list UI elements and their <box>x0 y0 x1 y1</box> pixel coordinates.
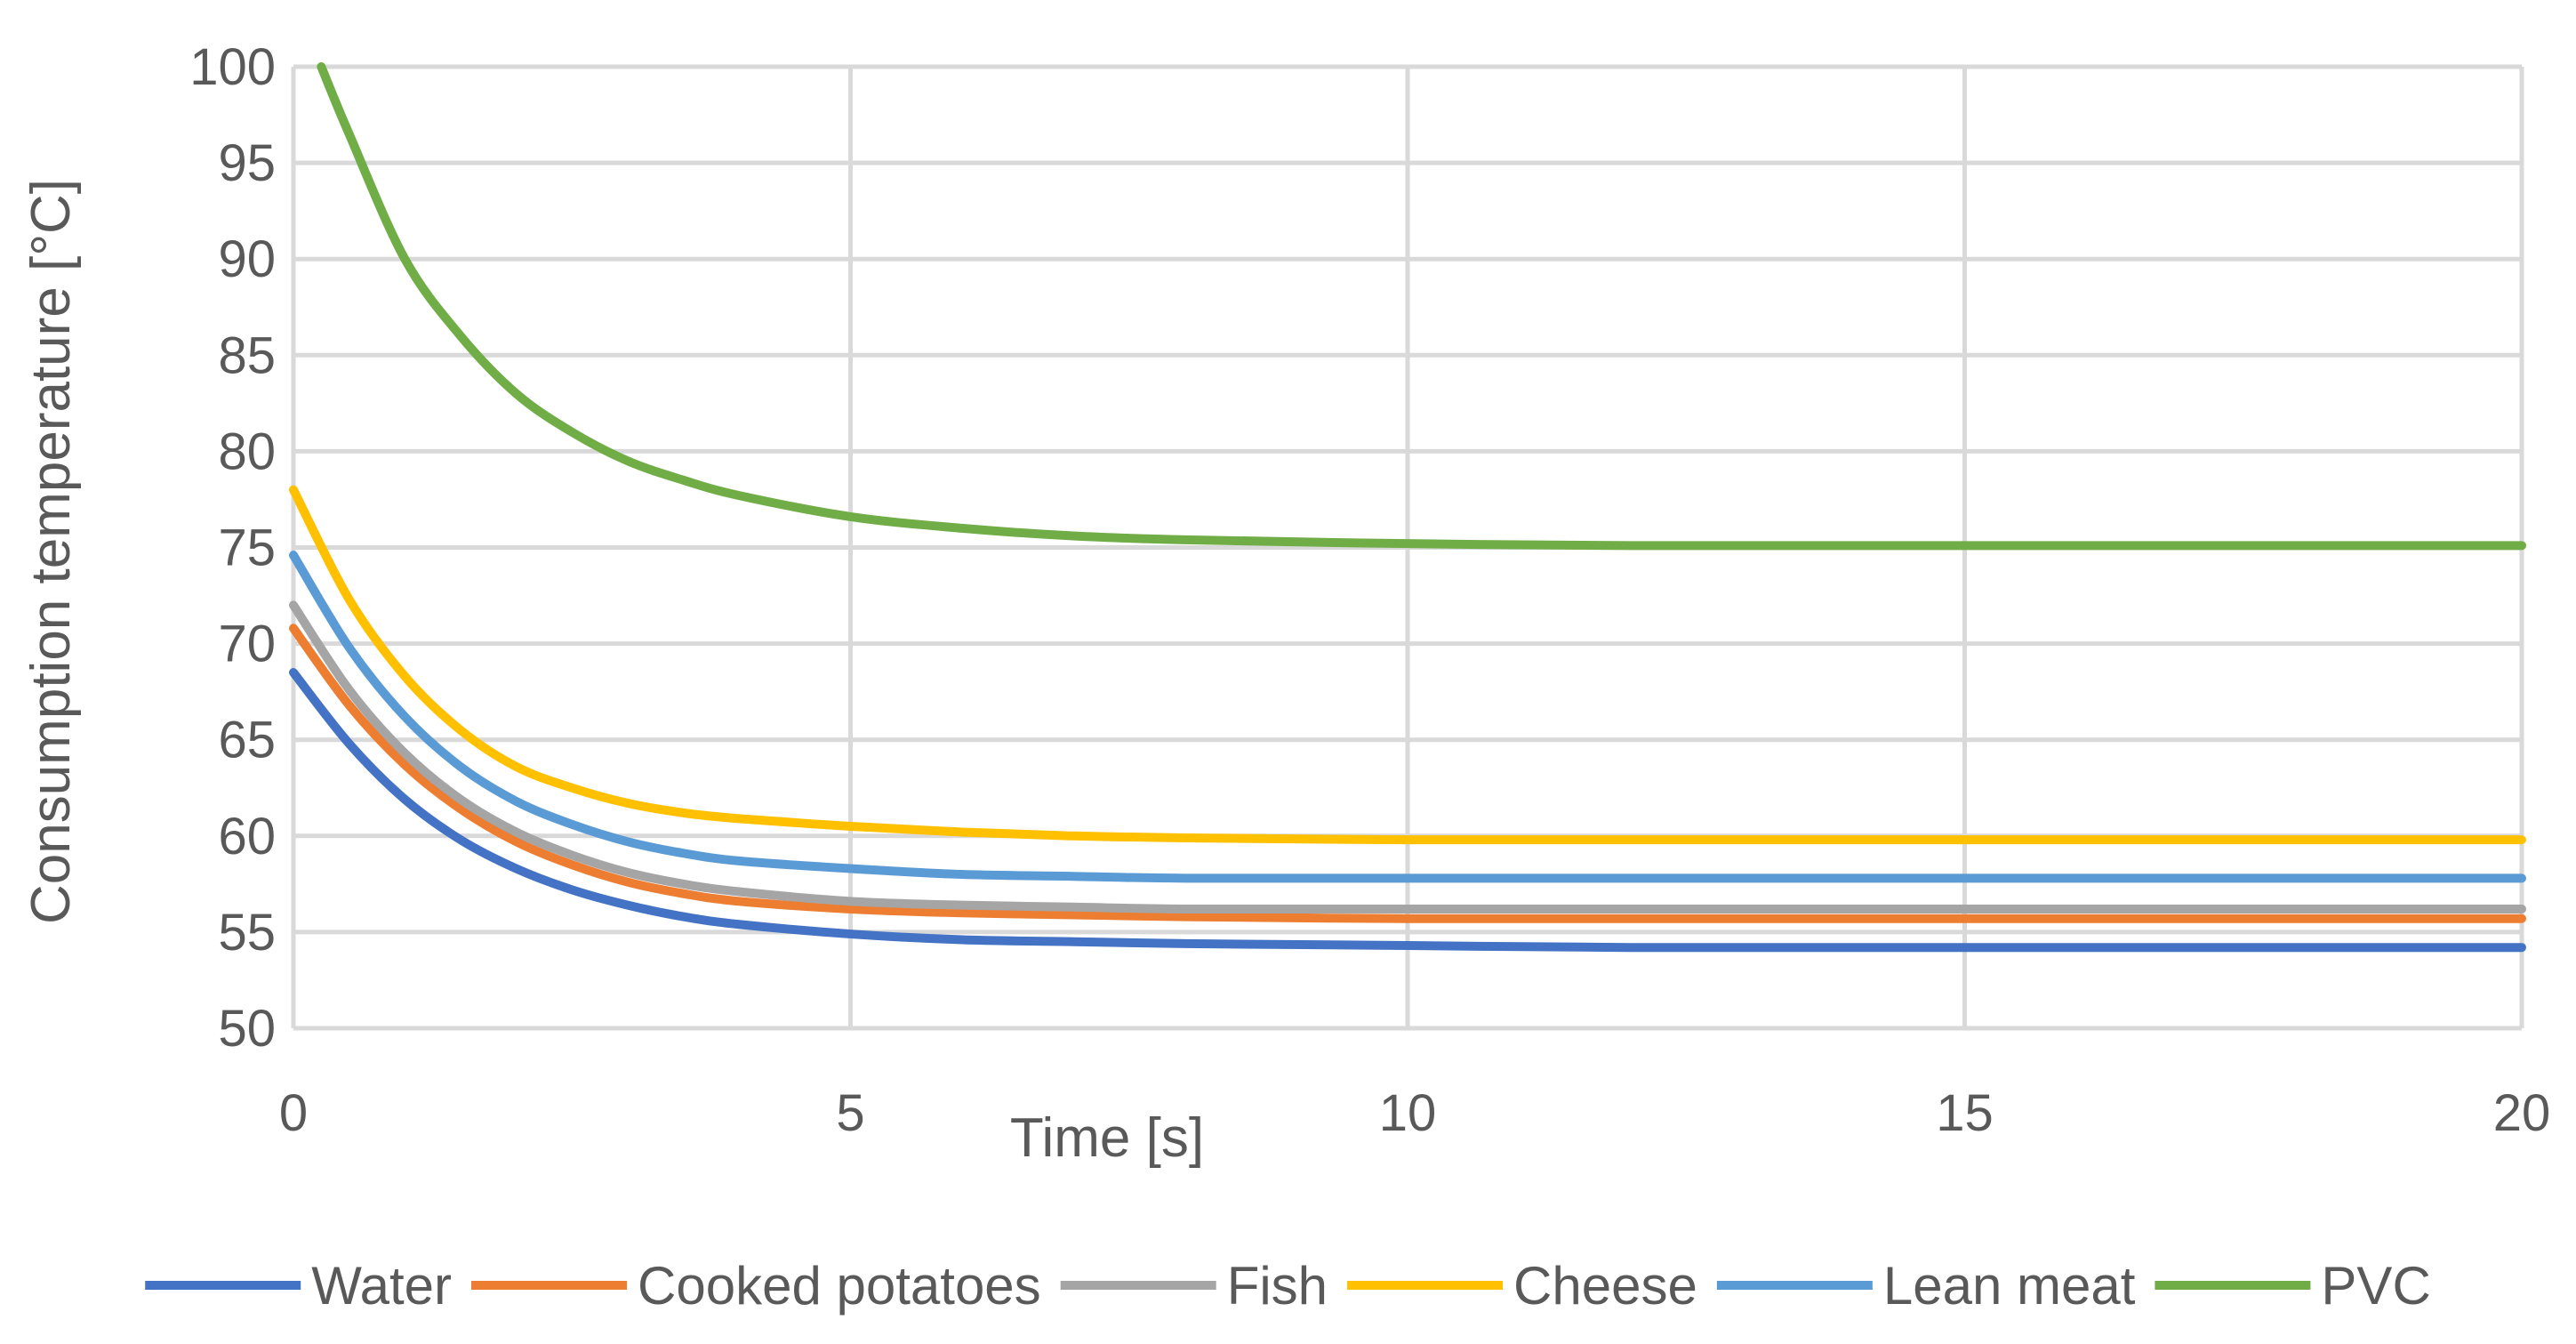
legend-label: Cooked potatoes <box>638 1256 1041 1316</box>
series-line-lean-meat <box>289 551 2526 883</box>
x-tick-label: 20 <box>2493 1084 2551 1142</box>
series-line-pvc <box>317 62 2526 551</box>
series-lines <box>289 62 2526 953</box>
series-line-cooked-potatoes <box>289 624 2526 923</box>
legend-item-cooked-potatoes: Cooked potatoes <box>471 1256 1041 1316</box>
y-tick-label: 55 <box>218 904 276 962</box>
axes <box>291 67 2522 1031</box>
legend-label: Fish <box>1227 1256 1328 1316</box>
x-tick-label: 15 <box>1936 1084 1994 1142</box>
y-tick-label: 70 <box>218 616 276 673</box>
y-tick-label: 100 <box>189 38 276 96</box>
legend-item-pvc: PVC <box>2155 1256 2431 1316</box>
y-tick-label: 65 <box>218 712 276 769</box>
y-tick-label: 60 <box>218 808 276 865</box>
legend-item-fish: Fish <box>1060 1256 1328 1316</box>
legend-label: PVC <box>2321 1256 2430 1316</box>
x-tick-label: 0 <box>279 1084 308 1142</box>
legend-label: Lean meat <box>1883 1256 2136 1316</box>
legend-label: Cheese <box>1513 1256 1697 1316</box>
y-tick-label: 90 <box>218 230 276 288</box>
y-tick-label: 75 <box>218 519 276 577</box>
legend-item-cheese: Cheese <box>1347 1256 1697 1316</box>
tick-labels: 50 55 60 65 70 75 80 85 90 95 100 0 5 10 15 20 <box>189 38 2550 1142</box>
legend-item-lean-meat: Lean meat <box>1716 1256 2136 1316</box>
y-tick-label: 95 <box>218 134 276 192</box>
x-tick-label: 5 <box>836 1084 864 1142</box>
legend-label: Water <box>311 1256 452 1316</box>
y-tick-label: 80 <box>218 423 276 480</box>
series-line-fish <box>289 600 2526 913</box>
series-line-cheese <box>289 485 2526 845</box>
series-line-water <box>289 668 2526 953</box>
y-tick-label: 50 <box>218 1000 276 1058</box>
y-axis-title: Consumption temperature [°C] <box>20 179 82 924</box>
y-tick-label: 85 <box>218 326 276 384</box>
x-axis-title: Time [s] <box>1010 1107 1204 1169</box>
legend-item-water: Water <box>145 1256 452 1316</box>
x-tick-label: 10 <box>1379 1084 1437 1142</box>
legend: Water Cooked potatoes Fish Cheese Lean meat P… <box>145 1256 2431 1316</box>
